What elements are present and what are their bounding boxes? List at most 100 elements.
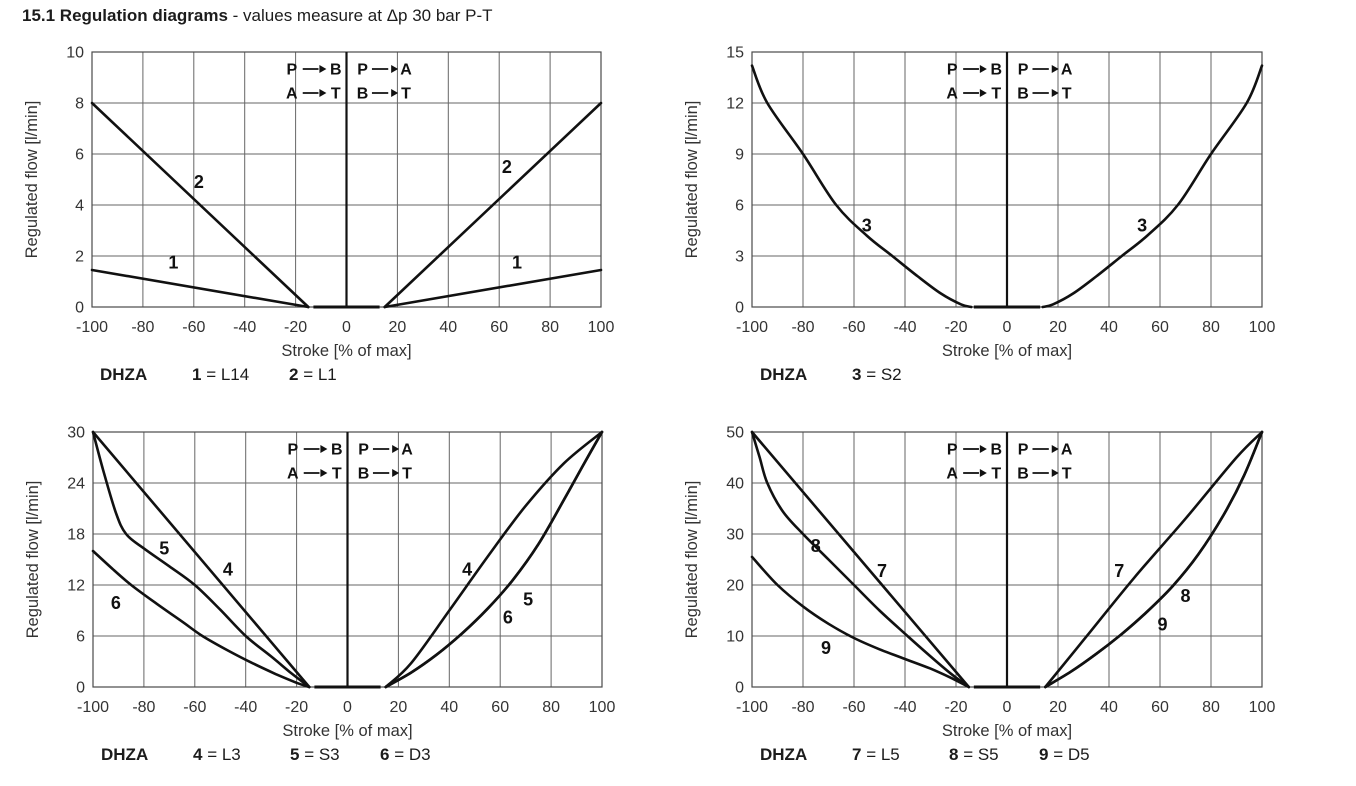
x-tick-label: -100	[76, 319, 108, 336]
caption-entry: 7 = L5	[852, 745, 900, 764]
route-arrow-head-icon	[320, 469, 328, 477]
y-tick-label: 10	[726, 629, 744, 646]
caption-entry: 9 = D5	[1039, 745, 1090, 764]
curve-label-4: 4	[223, 560, 233, 580]
x-tick-label: 80	[1202, 319, 1220, 336]
x-tick-label: -60	[842, 319, 865, 336]
curve-label-1: 1	[168, 252, 178, 272]
route-to-letter: B	[331, 442, 343, 459]
route-legend-left: P B A T	[287, 442, 343, 483]
curve-label-6: 6	[111, 593, 121, 613]
caption-model: DHZA	[100, 365, 147, 384]
x-tick-label: 40	[440, 699, 458, 716]
x-tick-label: -80	[131, 319, 154, 336]
x-tick-label: -40	[893, 699, 916, 716]
curve-9-right	[1044, 430, 1264, 689]
x-tick-label: 80	[1202, 699, 1220, 716]
curve-label-4: 4	[462, 560, 472, 580]
x-axis-label: Stroke [% of max]	[281, 342, 411, 360]
x-tick-label: 20	[1049, 699, 1067, 716]
y-tick-label: 12	[726, 96, 744, 113]
x-tick-label: 60	[490, 319, 508, 336]
route-arrow-head-icon	[392, 469, 400, 477]
curve-4-left	[91, 430, 311, 689]
route-to-letter: A	[1061, 442, 1073, 459]
route-arrow-head-icon	[391, 89, 399, 97]
curve-9-left	[750, 555, 971, 689]
x-tick-label: -80	[132, 699, 155, 716]
curve-label-9: 9	[1158, 614, 1168, 634]
route-arrow-head-icon	[1051, 469, 1059, 477]
x-tick-label: 60	[1151, 699, 1169, 716]
route-arrow-head-icon	[1051, 65, 1059, 73]
x-tick-label: -20	[944, 699, 967, 716]
curve-label-1: 1	[512, 252, 522, 272]
curve-label-5: 5	[159, 538, 169, 558]
route-arrow-head-icon	[979, 65, 987, 73]
y-axis-label: Regulated flow [l/min]	[683, 481, 701, 639]
caption-model: DHZA	[760, 745, 807, 764]
caption-entry: 1 = L14	[192, 365, 249, 384]
x-tick-label: -100	[736, 319, 768, 336]
page-title: 15.1 Regulation diagrams - values measur…	[22, 6, 493, 26]
route-from-letter: P	[1018, 442, 1029, 459]
y-tick-label: 15	[726, 45, 744, 62]
curve-1-right	[383, 268, 603, 309]
curve-1-left	[90, 268, 310, 309]
curve-6-right	[384, 430, 604, 689]
y-tick-label: 30	[67, 425, 85, 442]
caption-entry: 4 = L3	[193, 745, 241, 764]
curve-label-8: 8	[1180, 586, 1190, 606]
y-tick-label: 4	[75, 198, 84, 215]
y-tick-label: 0	[735, 680, 744, 697]
x-tick-label: 40	[1100, 699, 1118, 716]
x-axis-label: Stroke [% of max]	[942, 722, 1072, 740]
chart-dhza-l5-s5-d5: 7 7 8 8 9 9 P B A T P A B T 0 10 20 30 40 50 -100 -80 -60 -40 -2…	[674, 420, 1334, 780]
title-subtitle: - values measure at Δp 30 bar P-T	[227, 6, 493, 25]
caption-entry: 6 = D3	[380, 745, 431, 764]
curve-7-left	[750, 430, 971, 689]
chart-dhza-l14-l1: 1 1 2 2 P B A T P A B T 0 2 4 6 8 10 -100 -80 -60 -40 -20 0 20 40…	[14, 40, 674, 400]
route-from-letter: A	[946, 86, 958, 103]
route-arrow-head-icon	[391, 65, 399, 73]
route-arrow-head-icon	[1051, 445, 1059, 453]
x-tick-label: -80	[791, 319, 814, 336]
x-tick-label: -40	[234, 699, 257, 716]
route-from-letter: A	[287, 466, 299, 483]
curve-2-right	[383, 101, 603, 309]
curve-5-right	[384, 430, 604, 689]
route-to-letter: T	[402, 466, 412, 483]
x-tick-label: 100	[588, 319, 615, 336]
y-tick-label: 6	[75, 147, 84, 164]
curves	[750, 430, 1264, 689]
curve-5-left	[91, 430, 311, 689]
y-tick-label: 10	[66, 45, 84, 62]
route-from-letter: B	[357, 86, 369, 103]
route-to-letter: A	[1061, 62, 1073, 79]
curve-6-left	[91, 549, 311, 689]
x-tick-label: -40	[893, 319, 916, 336]
curves	[750, 64, 1264, 309]
route-to-letter: B	[991, 62, 1003, 79]
curve-label-7: 7	[1114, 561, 1124, 581]
x-tick-label: 0	[1003, 699, 1012, 716]
route-from-letter: B	[1017, 466, 1029, 483]
y-tick-label: 2	[75, 249, 84, 266]
y-tick-label: 18	[67, 527, 85, 544]
y-axis-label: Regulated flow [l/min]	[24, 481, 42, 639]
x-tick-label: 100	[589, 699, 616, 716]
route-from-letter: P	[947, 62, 958, 79]
route-to-letter: T	[401, 86, 411, 103]
route-to-letter: T	[991, 466, 1001, 483]
curve-3-left	[750, 64, 973, 309]
x-tick-label: -60	[842, 699, 865, 716]
x-tick-label: 0	[342, 319, 351, 336]
x-tick-label: -80	[791, 699, 814, 716]
route-legend-right: P A B T	[357, 62, 413, 103]
route-to-letter: A	[400, 62, 412, 79]
y-tick-label: 40	[726, 476, 744, 493]
route-arrow-head-icon	[392, 445, 400, 453]
route-arrow-head-icon	[319, 89, 327, 97]
route-to-letter: B	[330, 62, 342, 79]
